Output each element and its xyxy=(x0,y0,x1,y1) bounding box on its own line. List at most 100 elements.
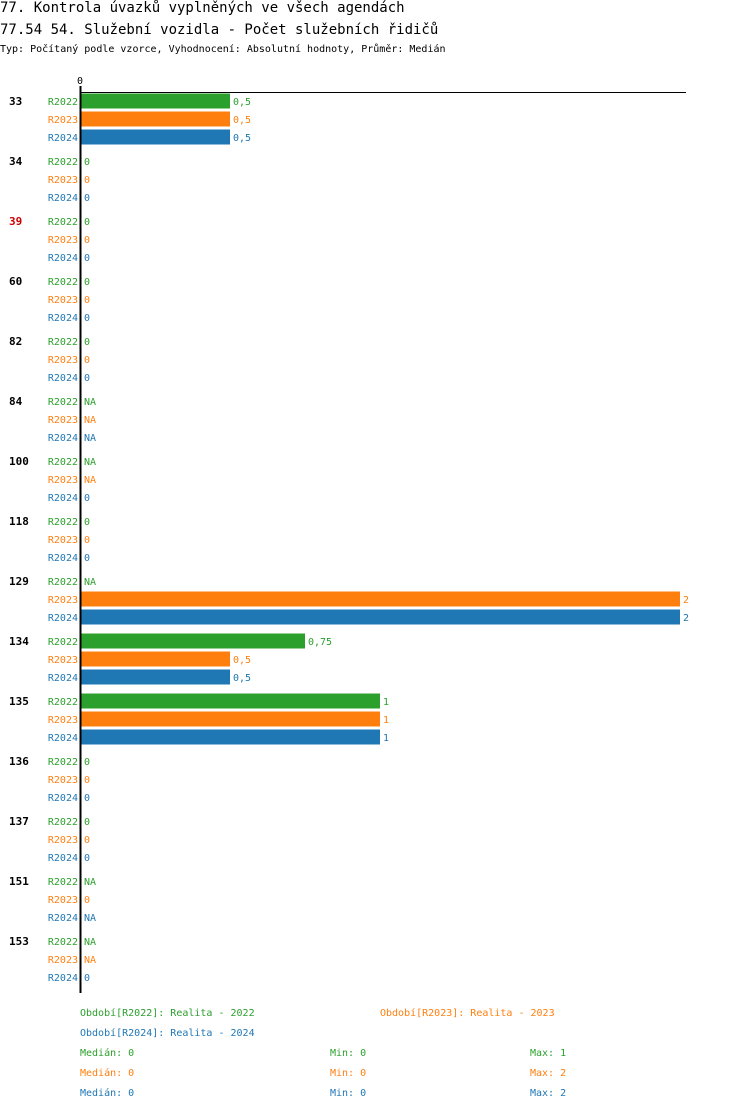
data-label: 0 xyxy=(84,235,90,246)
data-label: 0 xyxy=(84,973,90,984)
bar xyxy=(80,669,230,685)
series-label: R2024 xyxy=(48,133,78,144)
data-label: 0 xyxy=(84,157,90,168)
group-label: 100 xyxy=(9,455,29,468)
data-label: NA xyxy=(84,955,96,966)
series-label: R2024 xyxy=(48,673,78,684)
data-label: 0,5 xyxy=(233,673,251,684)
series-label: R2023 xyxy=(48,235,78,246)
series-label: R2023 xyxy=(48,475,78,486)
legend-period-r2022: Období[R2022]: Realita - 2022 xyxy=(80,1008,255,1019)
data-label: 0 xyxy=(84,793,90,804)
group-label: 34 xyxy=(9,155,23,168)
group-label: 129 xyxy=(9,575,29,588)
data-label: NA xyxy=(84,577,96,588)
group-label: 151 xyxy=(9,875,29,888)
series-label: R2024 xyxy=(48,493,78,504)
data-label: NA xyxy=(84,937,96,948)
data-label: 0,5 xyxy=(233,133,251,144)
group-label: 134 xyxy=(9,635,29,648)
bar-chart: 0 33 R2022 0,5 R2023 0,5 R2024 0,5 34 R2022 0 R2023… xyxy=(9,76,689,993)
data-label: 0,5 xyxy=(233,655,251,666)
series-label: R2024 xyxy=(48,853,78,864)
data-label: 0 xyxy=(84,373,90,384)
data-label: 0 xyxy=(84,337,90,348)
stat-median-r2022: Medián: 0 xyxy=(80,1048,135,1059)
group-label: 135 xyxy=(9,695,29,708)
series-label: R2023 xyxy=(48,895,78,906)
series-label: R2022 xyxy=(48,457,78,468)
bar xyxy=(80,651,230,667)
series-label: R2022 xyxy=(48,877,78,888)
data-label: 0,5 xyxy=(233,97,251,108)
page-title: 77. Kontrola úvazků vyplněných ve všech … xyxy=(0,0,405,16)
series-label: R2024 xyxy=(48,913,78,924)
stat-median-r2023: Medián: 0 xyxy=(80,1068,135,1079)
data-label: 0 xyxy=(84,895,90,906)
data-label: 2 xyxy=(683,613,689,624)
chart-type-line: Typ: Počítaný podle vzorce, Vyhodnocení:… xyxy=(0,44,446,55)
group-label: 33 xyxy=(9,95,22,108)
group-label: 82 xyxy=(9,335,22,348)
data-label: NA xyxy=(84,397,96,408)
bar xyxy=(80,591,680,607)
series-label: R2023 xyxy=(48,595,78,606)
chart-title: 77.54 54. Služební vozidla - Počet služe… xyxy=(0,22,439,38)
stat-min-r2022: Min: 0 xyxy=(330,1048,367,1059)
series-label: R2023 xyxy=(48,955,78,966)
series-label: R2022 xyxy=(48,277,78,288)
data-label: 0 xyxy=(84,175,90,186)
series-label: R2022 xyxy=(48,697,78,708)
bar xyxy=(80,609,680,625)
data-label: 0 xyxy=(84,277,90,288)
stat-min-r2024: Min: 0 xyxy=(330,1088,367,1099)
bar xyxy=(80,711,380,727)
series-label: R2022 xyxy=(48,817,78,828)
bar xyxy=(80,693,380,709)
series-label: R2022 xyxy=(48,217,78,228)
data-label: 0 xyxy=(84,493,90,504)
data-label: NA xyxy=(84,433,96,444)
series-label: R2024 xyxy=(48,793,78,804)
series-label: R2024 xyxy=(48,433,78,444)
series-label: R2024 xyxy=(48,253,78,264)
stat-min-r2023: Min: 0 xyxy=(330,1068,367,1079)
series-label: R2023 xyxy=(48,415,78,426)
data-label: NA xyxy=(84,415,96,426)
data-label: 0 xyxy=(84,355,90,366)
group-label: 84 xyxy=(9,395,23,408)
data-label: 0 xyxy=(84,517,90,528)
series-label: R2023 xyxy=(48,835,78,846)
data-label: 0 xyxy=(84,757,90,768)
data-label: 0 xyxy=(84,217,90,228)
series-label: R2024 xyxy=(48,313,78,324)
group-label: 60 xyxy=(9,275,22,288)
group-label: 118 xyxy=(9,515,29,528)
series-label: R2023 xyxy=(48,775,78,786)
series-label: R2023 xyxy=(48,715,78,726)
stat-max-r2023: Max: 2 xyxy=(530,1068,567,1079)
series-label: R2023 xyxy=(48,655,78,666)
data-label: NA xyxy=(84,877,96,888)
stat-max-r2024: Max: 2 xyxy=(530,1088,567,1099)
data-label: 0 xyxy=(84,193,90,204)
data-label: 0,75 xyxy=(308,637,332,648)
data-label: NA xyxy=(84,475,96,486)
bar xyxy=(80,111,230,127)
group-label: 153 xyxy=(9,935,29,948)
bar xyxy=(80,729,380,745)
series-label: R2024 xyxy=(48,553,78,564)
group-label: 136 xyxy=(9,755,29,768)
data-label: 0 xyxy=(84,835,90,846)
axis-zero-label: 0 xyxy=(77,76,83,87)
data-label: NA xyxy=(84,457,96,468)
data-label: 0 xyxy=(84,535,90,546)
series-label: R2023 xyxy=(48,175,78,186)
series-label: R2022 xyxy=(48,937,78,948)
data-label: 0 xyxy=(84,295,90,306)
legend-period-r2024: Období[R2024]: Realita - 2024 xyxy=(80,1028,255,1039)
data-label: 0 xyxy=(84,853,90,864)
series-label: R2024 xyxy=(48,973,78,984)
data-label: 0,5 xyxy=(233,115,251,126)
bar xyxy=(80,129,230,145)
